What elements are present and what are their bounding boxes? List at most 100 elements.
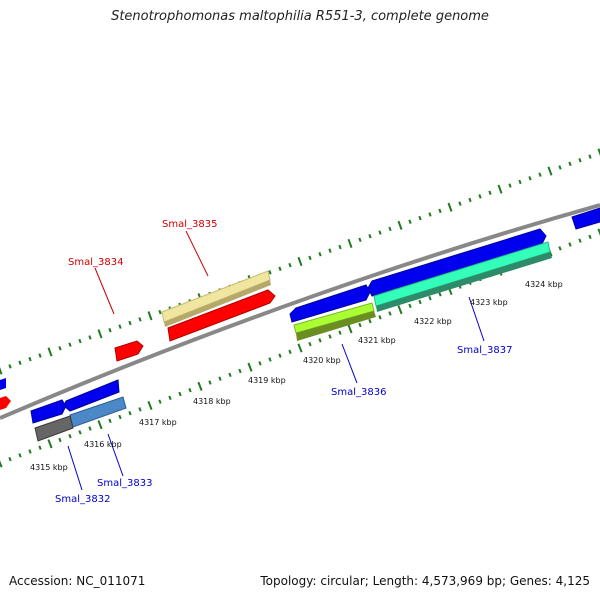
- inner-ring-tick: [238, 368, 242, 374]
- inner-ring-tick: [178, 391, 182, 397]
- outer-ring-tick: [318, 252, 322, 257]
- gene-blue-right-edge[interactable]: [571, 207, 600, 230]
- outer-ring-tick: [338, 244, 342, 250]
- outer-ring-tick: [297, 256, 303, 267]
- inner-ring-tick: [558, 246, 562, 251]
- leader-smal-3833: [107, 433, 124, 477]
- inner-ring-tick: [338, 330, 342, 335]
- leader-smal-3837: [468, 296, 485, 342]
- inner-ring-tick: [438, 292, 442, 297]
- inner-ring-tick: [147, 400, 153, 411]
- inner-ring-tick: [278, 353, 282, 358]
- outer-ring-tick: [268, 270, 272, 275]
- inner-ring-tick: [0, 460, 3, 468]
- inner-ring-tick: [588, 234, 592, 240]
- outer-ring-tick: [397, 220, 403, 230]
- inner-ring-tick: [288, 349, 292, 355]
- inner-ring-tick: [388, 311, 392, 316]
- gene-red-forward-feature[interactable]: [167, 289, 276, 342]
- outer-ring-tick: [38, 353, 42, 358]
- inner-ring-tick: [228, 372, 232, 378]
- inner-ring-tick: [168, 395, 172, 401]
- outer-ring-tick: [358, 237, 362, 243]
- genome-summary-text: Topology: circular; Length: 4,573,969 bp…: [260, 574, 590, 588]
- outer-ring-tick: [18, 360, 22, 365]
- forward-strand-genes: [0, 207, 600, 424]
- scale-label-4319: 4319 kbp: [248, 376, 286, 385]
- outer-ring-tick: [458, 201, 462, 206]
- outer-ring-tick: [578, 158, 582, 163]
- gene-labels: Smal_3835 Smal_3834 Smal_3836 Smal_3837 …: [55, 219, 512, 505]
- inner-ring-tick: [128, 410, 132, 416]
- outer-ring-tick: [388, 226, 392, 232]
- scale-label-4320: 4320 kbp: [303, 356, 341, 365]
- leader-smal-3835: [185, 230, 209, 277]
- outer-ring-tick: [588, 154, 592, 159]
- gene-red-left-edge[interactable]: [0, 396, 11, 410]
- outer-ring-tick: [488, 190, 492, 196]
- inner-ring-tick: [568, 242, 572, 247]
- label-smal-3837[interactable]: Smal_3837: [457, 345, 512, 356]
- gene-blue-left-edge[interactable]: [0, 378, 6, 390]
- scale-label-4316: 4316 kbp: [84, 440, 122, 449]
- gene-smal-3832-reverse-feature[interactable]: [34, 415, 74, 442]
- gene-smal-3837-shadow: [376, 252, 552, 312]
- inner-ring-tick: [208, 380, 212, 385]
- inner-ring-tick: [28, 449, 32, 454]
- inner-ring-tick: [258, 361, 262, 366]
- inner-ring-tick: [347, 324, 353, 334]
- scale-label-4315: 4315 kbp: [30, 463, 68, 472]
- inner-ring-tick: [368, 318, 372, 324]
- label-smal-3833[interactable]: Smal_3833: [97, 478, 152, 489]
- label-smal-3836[interactable]: Smal_3836: [331, 387, 386, 398]
- accession-text: Accession: NC_011071: [9, 574, 146, 588]
- outer-ring-tick: [568, 161, 572, 167]
- map-title: Stenotrophomonas maltophilia R551-3, com…: [111, 9, 489, 24]
- inner-tick-ring: [0, 228, 600, 468]
- outer-ring-tick: [68, 342, 72, 347]
- outer-ring-tick: [97, 329, 103, 339]
- inner-ring-tick: [197, 381, 203, 391]
- outer-ring-tick: [58, 346, 62, 351]
- outer-ring-tick: [78, 338, 82, 344]
- gene-smal-3834-feature[interactable]: [114, 340, 144, 362]
- outer-ring-tick: [558, 165, 562, 170]
- gene-blue-mid-feature[interactable]: [289, 284, 371, 323]
- outer-ring-tick: [47, 347, 53, 357]
- inner-ring-tick: [318, 338, 322, 343]
- outer-ring-tick: [408, 219, 412, 224]
- inner-ring-tick: [188, 387, 192, 393]
- label-smal-3834[interactable]: Smal_3834: [68, 257, 123, 268]
- outer-ring-tick: [508, 183, 512, 188]
- outer-ring-tick: [128, 320, 132, 326]
- outer-ring-tick: [118, 324, 122, 329]
- inner-ring-tick: [297, 343, 303, 353]
- outer-ring-tick: [147, 311, 153, 321]
- inner-ring-tick: [68, 433, 72, 439]
- inner-ring-tick: [18, 453, 22, 458]
- label-smal-3835[interactable]: Smal_3835: [162, 219, 217, 230]
- outer-ring-tick: [88, 335, 92, 340]
- inner-ring-tick: [97, 420, 103, 430]
- inner-ring-tick: [118, 414, 122, 420]
- gene-smal-3832-forward-feature[interactable]: [30, 399, 67, 424]
- label-smal-3832[interactable]: Smal_3832: [55, 494, 110, 505]
- inner-ring-tick: [397, 305, 403, 315]
- inner-ring-tick: [138, 407, 142, 412]
- outer-ring-tick: [28, 356, 32, 362]
- outer-ring-tick: [518, 179, 522, 185]
- outer-ring-tick: [538, 172, 542, 177]
- inner-ring-tick: [158, 399, 162, 404]
- outer-ring-tick: [428, 212, 432, 217]
- inner-ring-tick: [8, 456, 12, 462]
- gene-smal-3836-shadow: [296, 311, 376, 341]
- inner-ring-tick: [428, 295, 432, 301]
- inner-ring-tick: [88, 426, 92, 431]
- inner-ring-tick: [58, 437, 62, 443]
- outer-ring-tick: [108, 327, 112, 333]
- outer-ring-tick: [368, 233, 372, 239]
- outer-ring-tick: [278, 266, 282, 271]
- inner-ring-tick: [358, 322, 362, 328]
- inner-ring-tick: [378, 315, 382, 320]
